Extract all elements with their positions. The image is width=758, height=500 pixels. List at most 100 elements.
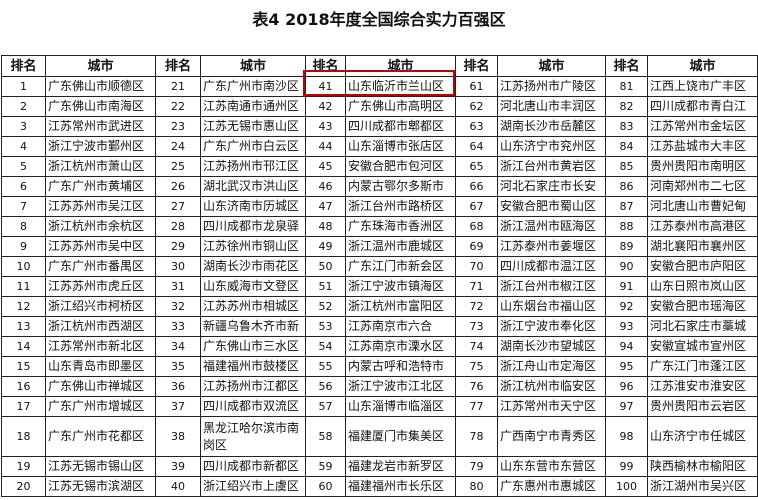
rank-cell: 33 (155, 316, 201, 337)
rank-cell: 83 (605, 116, 648, 137)
rank-cell: 26 (155, 176, 201, 197)
table-row: 15 山东青岛市即墨区 35 福建福州市鼓楼区 55 内蒙古呼和浩特市 75 浙江舟山市定海区… (1, 356, 758, 377)
city-cell: 浙江杭州市余杭区 (45, 216, 156, 237)
ranking-table: 排名 城市 排名 城市 排名 城市 排名 城市 排名 城市 1 广东佛山市顺德区 21 广东广州市南沙区… (1, 55, 758, 497)
city-cell: 广东珠海市香洲区 (345, 216, 456, 237)
table-row: 7 江苏苏州市吴江区 27 山东济南市历城区 47 浙江台州市路桥区 67 安徽合肥市蜀山区 8… (1, 196, 758, 217)
city-cell: 广东江门市新会区 (345, 256, 456, 277)
city-cell: 福建厦门市集美区 (345, 416, 456, 457)
rank-cell: 88 (605, 216, 648, 237)
table-row: 3 江苏常州市武进区 23 江苏无锡市惠山区 43 四川成都市郫都区 63 湖南长沙市岳麓区 8… (1, 116, 758, 137)
city-cell: 广东佛山市高明区 (345, 96, 456, 117)
rank-cell: 41 (305, 76, 346, 97)
city-cell: 四川成都市郫都区 (345, 116, 456, 137)
city-cell: 广东江门市蓬江区 (647, 356, 758, 377)
rank-cell: 15 (1, 356, 46, 377)
table-row: 17 广东广州市增城区 37 四川成都市双流区 57 山东淄博市临淄区 77 江苏常州市天宁区… (1, 396, 758, 417)
rank-cell: 61 (455, 76, 498, 97)
rank-cell: 38 (155, 416, 201, 457)
city-cell: 山东日照市岚山区 (647, 276, 758, 297)
city-cell: 新疆乌鲁木齐市新 (200, 316, 306, 337)
city-cell: 江苏常州市武进区 (45, 116, 156, 137)
city-cell: 浙江杭州市富阳区 (345, 296, 456, 317)
city-cell: 内蒙古鄂尔多斯市 (345, 176, 456, 197)
rank-cell: 37 (155, 396, 201, 417)
city-cell: 湖南长沙市岳麓区 (497, 116, 606, 137)
rank-cell: 39 (155, 456, 201, 477)
city-cell: 江西上饶市广丰区 (647, 76, 758, 97)
rank-cell: 18 (1, 416, 46, 457)
rank-cell: 9 (1, 236, 46, 257)
city-cell: 安徽合肥市瑶海区 (647, 296, 758, 317)
city-cell: 内蒙古呼和浩特市 (345, 356, 456, 377)
rank-cell: 84 (605, 136, 648, 157)
city-cell: 浙江湖州市吴兴区 (647, 476, 758, 497)
city-cell: 湖南长沙市望城区 (497, 336, 606, 357)
rank-cell: 14 (1, 336, 46, 357)
city-cell: 浙江台州市椒江区 (497, 276, 606, 297)
city-cell: 四川成都市新都区 (200, 456, 306, 477)
table-row: 8 浙江杭州市余杭区 28 四川成都市龙泉驿 48 广东珠海市香洲区 68 浙江温州市瓯海区 8… (1, 216, 758, 237)
rank-cell: 29 (155, 236, 201, 257)
rank-cell: 32 (155, 296, 201, 317)
table-row: 20 江苏无锡市滨湖区 40 浙江绍兴市上虞区 60 福建福州市长乐区 80 广东惠州市惠城区… (1, 476, 758, 497)
rank-cell: 81 (605, 76, 648, 97)
city-cell: 山东淄博市临淄区 (345, 396, 456, 417)
city-cell: 湖南长沙市雨花区 (200, 256, 306, 277)
rank-cell: 17 (1, 396, 46, 417)
table-row: 9 江苏苏州市吴中区 29 江苏徐州市铜山区 49 浙江温州市鹿城区 69 江苏泰州市姜堰区 8… (1, 236, 758, 257)
rank-cell: 68 (455, 216, 498, 237)
rank-cell: 50 (305, 256, 346, 277)
rank-cell: 53 (305, 316, 346, 337)
city-cell: 河北唐山市曹妃甸 (647, 196, 758, 217)
city-cell: 浙江台州市黄岩区 (497, 156, 606, 177)
header-row: 排名 城市 排名 城市 排名 城市 排名 城市 排名 城市 (1, 55, 758, 77)
table-row: 11 江苏苏州市虎丘区 31 山东威海市文登区 51 浙江宁波市镇海区 71 浙江台州市椒江区… (1, 276, 758, 297)
city-cell: 江苏淮安市淮安区 (647, 376, 758, 397)
rank-cell: 98 (605, 416, 648, 457)
city-cell: 江苏徐州市铜山区 (200, 236, 306, 257)
city-cell: 广东惠州市惠城区 (497, 476, 606, 497)
rank-cell: 10 (1, 256, 46, 277)
rank-cell: 25 (155, 156, 201, 177)
rank-cell: 52 (305, 296, 346, 317)
city-cell: 浙江温州市瓯海区 (497, 216, 606, 237)
city-cell: 浙江绍兴市上虞区 (200, 476, 306, 497)
city-cell: 安徽合肥市蜀山区 (497, 196, 606, 217)
rank-cell: 6 (1, 176, 46, 197)
header-rank: 排名 (305, 55, 346, 77)
city-cell: 江苏常州市天宁区 (497, 396, 606, 417)
city-cell: 广东佛山市三水区 (200, 336, 306, 357)
table-row: 19 江苏无锡市锡山区 39 四川成都市新都区 59 福建龙岩市新罗区 79 山东东营市东营区… (1, 456, 758, 477)
city-cell: 福建福州市鼓楼区 (200, 356, 306, 377)
city-cell: 浙江绍兴市柯桥区 (45, 296, 156, 317)
rank-cell: 48 (305, 216, 346, 237)
rank-cell: 16 (1, 376, 46, 397)
city-cell: 山东威海市文登区 (200, 276, 306, 297)
table-row: 14 江苏常州市新北区 34 广东佛山市三水区 54 江苏南京市溧水区 74 湖南长沙市望城区… (1, 336, 758, 357)
rank-cell: 59 (305, 456, 346, 477)
rank-cell: 94 (605, 336, 648, 357)
city-cell: 山东临沂市兰山区 (345, 76, 456, 97)
header-rank: 排名 (1, 55, 46, 77)
city-cell: 安徽宣城市宣州区 (647, 336, 758, 357)
rank-cell: 1 (1, 76, 46, 97)
city-cell: 江苏扬州市广陵区 (497, 76, 606, 97)
city-cell: 广东广州市花都区 (45, 416, 156, 457)
city-cell: 广西南宁市青秀区 (497, 416, 606, 457)
city-cell: 浙江杭州市西湖区 (45, 316, 156, 337)
table-row: 4 浙江宁波市鄞州区 24 广东广州市白云区 44 山东淄博市张店区 64 山东济宁市兖州区 8… (1, 136, 758, 157)
rank-cell: 35 (155, 356, 201, 377)
rank-cell: 86 (605, 176, 648, 197)
rank-cell: 12 (1, 296, 46, 317)
city-cell: 山东济宁市任城区 (647, 416, 758, 457)
city-cell: 江苏盐城市大丰区 (647, 136, 758, 157)
rank-cell: 57 (305, 396, 346, 417)
rank-cell: 42 (305, 96, 346, 117)
city-cell: 江苏苏州市虎丘区 (45, 276, 156, 297)
city-cell: 浙江杭州市临安区 (497, 376, 606, 397)
rank-cell: 91 (605, 276, 648, 297)
table-title: 表4 2018年度全国综合实力百强区 (252, 10, 506, 29)
rank-cell: 80 (455, 476, 498, 497)
rank-cell: 30 (155, 256, 201, 277)
